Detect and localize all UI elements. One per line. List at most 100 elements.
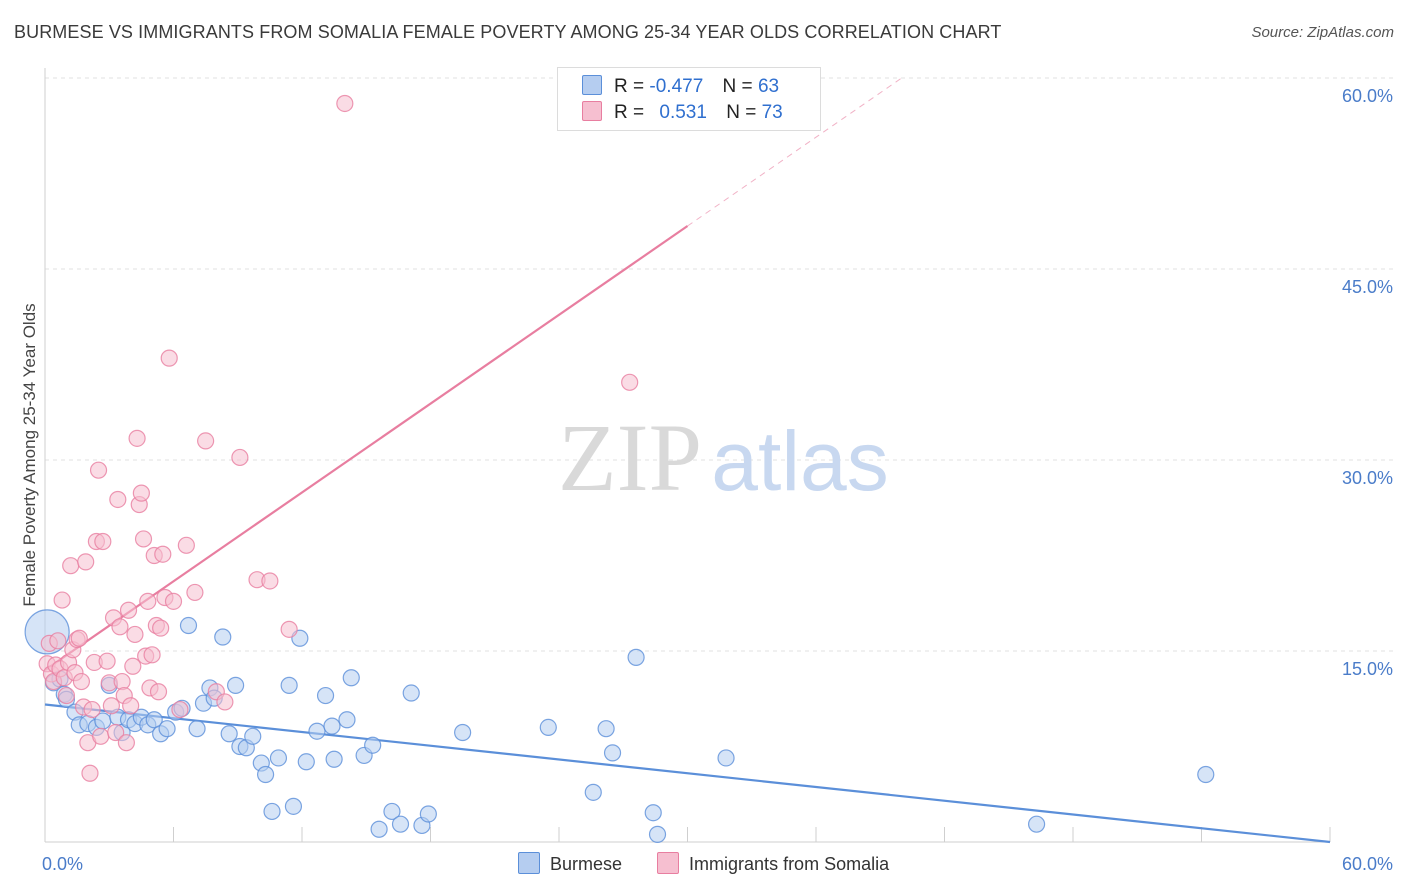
point-somalia bbox=[280, 620, 298, 638]
legend-n-label: N = bbox=[722, 76, 753, 97]
axes bbox=[44, 68, 1331, 843]
series-label-somalia: Immigrants from Somalia bbox=[689, 854, 890, 874]
point-somalia bbox=[53, 591, 71, 609]
tick-labels: 15.0% 30.0% 45.0% 60.0% 0.0% 60.0% bbox=[42, 86, 1393, 874]
point-somalia bbox=[171, 700, 189, 719]
stats-legend: R = -0.477 N = 63 R = 0.531 N = 73 bbox=[557, 67, 821, 131]
point-burmese bbox=[419, 805, 437, 823]
point-somalia bbox=[92, 727, 110, 745]
watermark-atlas: atlas bbox=[711, 414, 888, 508]
point-burmese bbox=[1197, 765, 1215, 784]
point-burmese bbox=[145, 711, 163, 729]
y-tick-label: 60.0% bbox=[1342, 86, 1393, 106]
point-burmese bbox=[370, 820, 388, 838]
point-somalia bbox=[119, 601, 138, 619]
point-somalia bbox=[81, 764, 99, 782]
point-burmese bbox=[297, 753, 315, 771]
point-burmese bbox=[325, 750, 343, 768]
point-somalia bbox=[621, 373, 639, 391]
point-burmese bbox=[284, 797, 303, 815]
point-somalia bbox=[197, 432, 215, 450]
point-somalia bbox=[139, 592, 157, 610]
legend-swatch-burmese bbox=[582, 75, 602, 95]
point-somalia bbox=[94, 532, 112, 551]
point-somalia bbox=[98, 652, 116, 670]
point-somalia bbox=[160, 349, 178, 367]
point-somalia bbox=[72, 672, 91, 691]
trend-line-burmese bbox=[44, 703, 1331, 844]
watermark-zip: ZIP bbox=[558, 404, 702, 511]
point-somalia bbox=[132, 484, 150, 502]
point-somalia bbox=[164, 592, 183, 610]
point-burmese bbox=[383, 802, 401, 821]
point-burmese bbox=[627, 648, 645, 666]
point-somalia bbox=[128, 429, 146, 447]
point-burmese bbox=[454, 723, 472, 742]
chart-title: BURMESE VS IMMIGRANTS FROM SOMALIA FEMAL… bbox=[14, 22, 1002, 42]
chart-source: Source: ZipAtlas.com bbox=[1251, 24, 1394, 41]
legend-n-value-burmese: 63 bbox=[757, 76, 780, 97]
point-burmese bbox=[158, 720, 176, 738]
point-burmese bbox=[316, 686, 335, 705]
x-tick-label-min: 0.0% bbox=[42, 854, 83, 874]
point-burmese bbox=[391, 815, 410, 833]
point-burmese bbox=[597, 720, 615, 738]
legend-n-value-somalia: 73 bbox=[761, 102, 783, 123]
point-burmese bbox=[263, 802, 281, 821]
series-legend: Burmese Immigrants from Somalia bbox=[518, 852, 919, 875]
point-burmese bbox=[338, 711, 356, 729]
y-tick-label: 15.0% bbox=[1342, 659, 1393, 679]
point-somalia bbox=[83, 700, 101, 719]
series-legend-somalia[interactable]: Immigrants from Somalia bbox=[657, 852, 889, 875]
point-burmese bbox=[648, 825, 667, 843]
point-burmese bbox=[717, 749, 735, 767]
point-somalia bbox=[261, 572, 279, 590]
point-somalia bbox=[177, 536, 195, 554]
series-swatch-somalia bbox=[657, 852, 680, 874]
grid-lines bbox=[45, 77, 1395, 652]
point-burmese bbox=[342, 669, 360, 687]
point-somalia bbox=[122, 697, 140, 715]
legend-r-value-burmese: -0.477 bbox=[649, 76, 704, 97]
data-points bbox=[24, 94, 1215, 843]
point-burmese bbox=[308, 722, 326, 740]
y-tick-label: 45.0% bbox=[1342, 277, 1393, 297]
legend-n-label: N = bbox=[726, 102, 757, 123]
point-burmese bbox=[323, 717, 341, 735]
point-somalia bbox=[77, 553, 95, 571]
legend-r-label: R = bbox=[614, 76, 645, 97]
point-somalia bbox=[117, 734, 135, 752]
point-somalia bbox=[134, 530, 153, 548]
point-burmese bbox=[280, 676, 298, 694]
series-legend-burmese[interactable]: Burmese bbox=[518, 852, 622, 875]
point-somalia bbox=[70, 629, 88, 647]
series-label-burmese: Burmese bbox=[550, 854, 623, 874]
point-burmese bbox=[603, 744, 622, 762]
point-somalia bbox=[109, 490, 127, 509]
y-tick-label: 30.0% bbox=[1342, 468, 1393, 488]
point-somalia bbox=[149, 683, 168, 701]
point-burmese bbox=[244, 727, 262, 745]
series-swatch-burmese bbox=[518, 852, 540, 874]
point-somalia bbox=[57, 686, 76, 705]
point-somalia bbox=[154, 545, 172, 563]
point-burmese bbox=[220, 725, 238, 743]
point-somalia bbox=[126, 625, 144, 644]
point-burmese bbox=[402, 684, 420, 702]
x-tick-label-max: 60.0% bbox=[1342, 854, 1393, 874]
point-somalia bbox=[186, 583, 204, 602]
point-burmese bbox=[539, 718, 557, 737]
point-somalia bbox=[143, 646, 161, 664]
legend-row-burmese: R = -0.477 N = 63 bbox=[582, 75, 779, 101]
point-burmese bbox=[269, 749, 288, 767]
point-burmese bbox=[179, 616, 198, 635]
legend-row-somalia: R = 0.531 N = 73 bbox=[582, 101, 783, 127]
point-burmese bbox=[644, 804, 662, 822]
point-burmese bbox=[188, 720, 206, 738]
point-somalia bbox=[49, 632, 67, 650]
point-burmese bbox=[364, 736, 382, 754]
point-somalia bbox=[231, 448, 249, 467]
point-burmese bbox=[256, 765, 275, 784]
point-somalia bbox=[336, 94, 354, 113]
